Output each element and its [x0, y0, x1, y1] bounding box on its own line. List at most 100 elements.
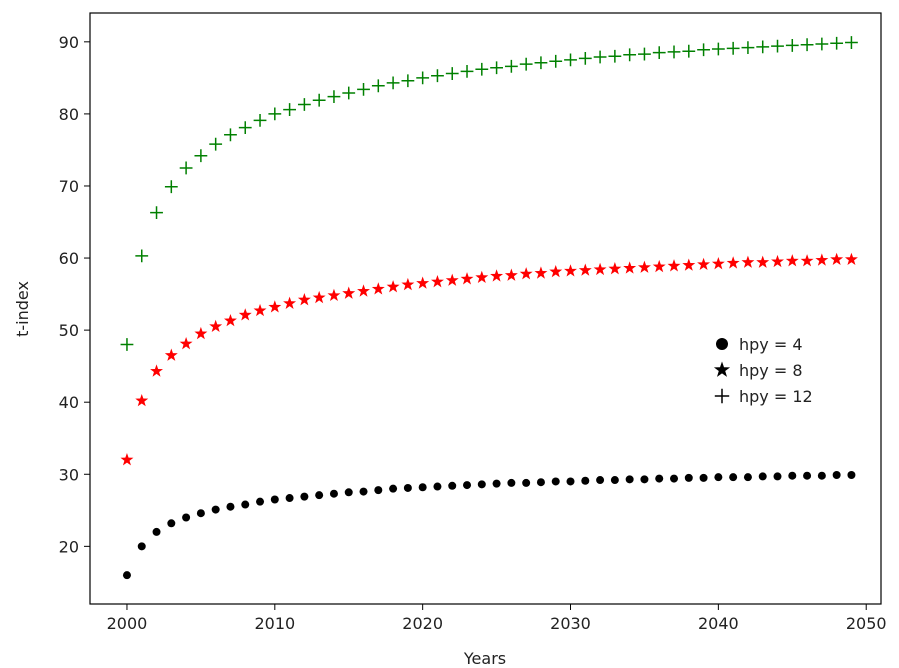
- data-point: [682, 258, 696, 271]
- data-point: [844, 252, 858, 265]
- data-point: [667, 45, 681, 59]
- data-point: [652, 259, 666, 273]
- data-point: [803, 471, 812, 480]
- data-point: [389, 484, 398, 493]
- data-point: [285, 494, 294, 503]
- data-point: [256, 497, 265, 506]
- data-point: [253, 303, 267, 317]
- data-point: [741, 255, 755, 268]
- data-point: [593, 262, 607, 276]
- data-point: [182, 513, 191, 522]
- data-point: [122, 571, 131, 580]
- x-tick-label: 2040: [698, 614, 739, 633]
- data-point: [697, 257, 711, 271]
- data-point: [729, 473, 738, 482]
- data-point: [342, 86, 356, 100]
- data-point: [297, 98, 311, 111]
- data-point: [638, 47, 651, 61]
- data-point: [152, 527, 161, 536]
- data-point: [536, 478, 545, 487]
- data-point: [610, 476, 619, 485]
- data-point: [519, 267, 533, 280]
- data-point: [726, 41, 740, 55]
- data-point: [623, 261, 637, 274]
- data-point: [179, 161, 193, 175]
- data-point: [564, 264, 577, 277]
- data-point: [492, 479, 501, 488]
- data-point: [758, 472, 767, 481]
- data-point: [357, 82, 370, 96]
- data-point: [445, 273, 459, 286]
- data-point: [830, 36, 844, 50]
- y-tick-label: 30: [59, 465, 79, 484]
- data-point: [194, 326, 208, 340]
- data-point: [342, 286, 356, 299]
- data-point: [684, 473, 693, 482]
- data-point: [490, 269, 504, 282]
- data-point: [741, 41, 755, 54]
- data-point: [578, 263, 592, 276]
- data-point: [460, 272, 474, 285]
- data-point: [283, 296, 297, 309]
- data-point: [551, 477, 560, 486]
- data-point: [593, 50, 607, 64]
- data-point: [329, 489, 338, 498]
- y-axis-label: t-index: [13, 281, 32, 337]
- data-point: [714, 473, 723, 482]
- data-point: [652, 46, 666, 60]
- y-tick-label: 70: [59, 177, 79, 196]
- legend-label: hpy = 4: [739, 335, 803, 354]
- data-point: [785, 39, 799, 52]
- data-point: [268, 107, 282, 121]
- data-point: [832, 470, 841, 479]
- data-point: [226, 502, 235, 511]
- legend: hpy = 4 hpy = 8 hpy = 12: [713, 335, 813, 406]
- data-point: [711, 42, 725, 56]
- data-point: [386, 280, 400, 293]
- data-point: [416, 276, 430, 289]
- data-point: [682, 44, 696, 58]
- data-point: [223, 313, 237, 327]
- data-point: [785, 254, 799, 267]
- data-point: [359, 487, 368, 496]
- data-point: [463, 481, 472, 490]
- data-point: [135, 249, 149, 263]
- series-circle: [122, 470, 856, 580]
- data-point: [477, 480, 486, 489]
- data-point: [164, 348, 178, 361]
- data-point: [357, 284, 370, 297]
- data-point: [445, 67, 459, 80]
- legend-marker-plus: [714, 388, 730, 404]
- data-point: [150, 364, 163, 377]
- data-point: [699, 473, 708, 482]
- data-point: [726, 256, 740, 269]
- data-point: [403, 483, 412, 492]
- data-point: [179, 337, 193, 350]
- data-point: [209, 319, 223, 333]
- x-tick-label: 2050: [846, 614, 887, 633]
- data-point: [640, 475, 649, 484]
- data-point: [253, 113, 267, 127]
- data-point: [578, 52, 592, 65]
- data-point: [164, 180, 178, 194]
- data-point: [431, 69, 444, 83]
- data-point: [490, 61, 503, 75]
- y-tick-label: 40: [59, 393, 79, 412]
- data-point: [137, 542, 146, 551]
- y-tick-label: 90: [59, 33, 79, 52]
- x-tick-label: 2020: [402, 614, 443, 633]
- data-point: [297, 293, 311, 306]
- x-tick-label: 2000: [107, 614, 148, 633]
- data-point: [241, 500, 250, 509]
- data-point: [167, 519, 176, 528]
- data-point: [344, 488, 353, 497]
- data-point: [120, 338, 134, 351]
- data-point: [120, 453, 134, 466]
- data-point: [756, 255, 770, 268]
- data-point: [300, 492, 309, 501]
- data-point: [711, 257, 725, 270]
- data-point: [312, 290, 326, 304]
